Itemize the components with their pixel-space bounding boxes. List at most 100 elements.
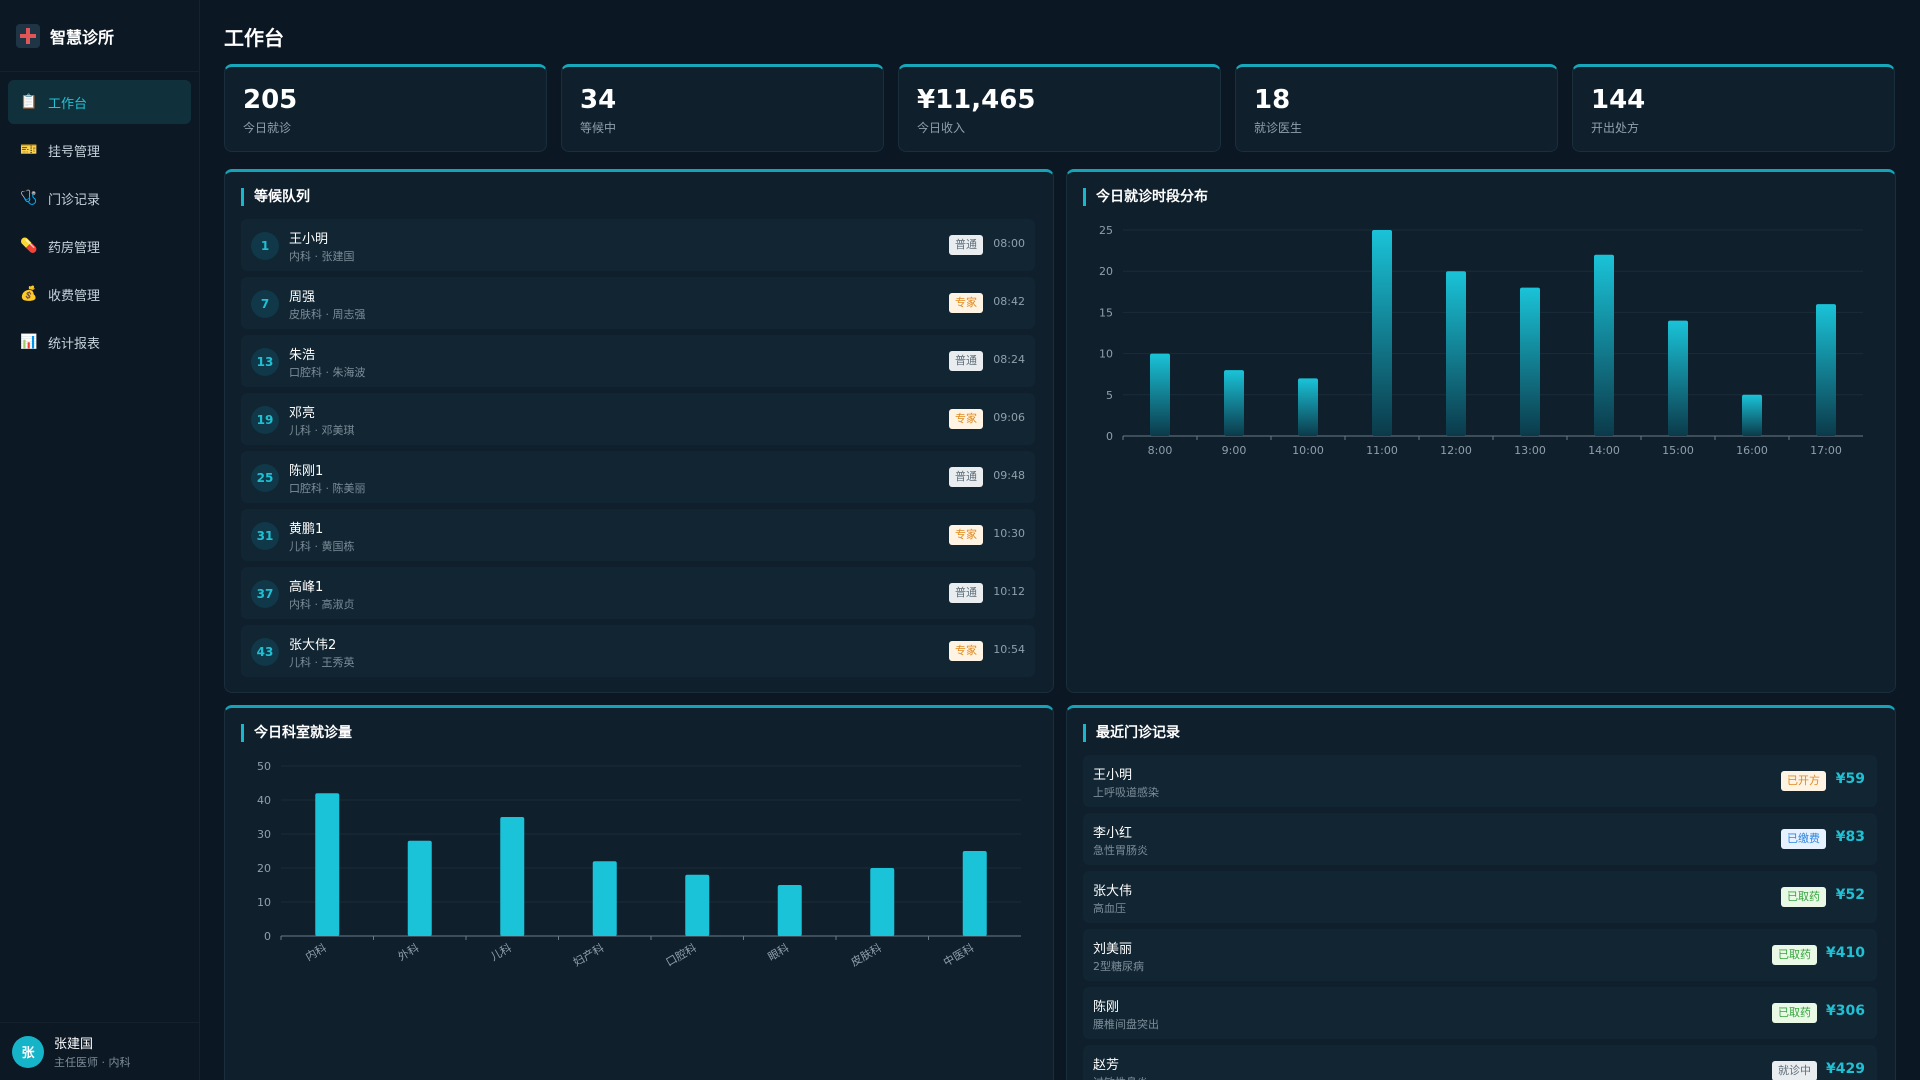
bar: [685, 874, 710, 936]
stat-value: 144: [1591, 85, 1646, 115]
stat-label: 等候中: [580, 121, 617, 135]
bar: [1594, 254, 1614, 436]
y-tick-label: 50: [257, 760, 271, 773]
y-tick-label: 10: [257, 896, 271, 909]
registration-type-badge: 专家: [949, 525, 983, 545]
patient-department-doctor: 口腔科 · 朱海波: [289, 366, 366, 379]
patient-name: 陈刚1: [289, 464, 324, 479]
x-tick-label: 16:00: [1736, 444, 1768, 457]
sidebar-item-outpatient[interactable]: 🩺 门诊记录: [8, 176, 191, 220]
record-row[interactable]: 王小明 上呼吸道感染 已开方 ¥59: [1083, 755, 1877, 807]
patient-department-doctor: 儿科 · 黄国栋: [289, 540, 355, 553]
queue-time: 08:24: [993, 353, 1025, 366]
sidebar-item-billing[interactable]: 💰 收费管理: [8, 272, 191, 316]
bar: [1298, 378, 1318, 436]
record-fee: ¥52: [1835, 887, 1865, 903]
stat-card-waiting: 34 等候中: [561, 64, 884, 152]
x-tick-label: 妇产科: [571, 940, 607, 969]
registration-type-badge: 普通: [949, 235, 983, 255]
stat-card-visits: 205 今日就诊: [224, 64, 547, 152]
registration-type-badge: 专家: [949, 641, 983, 661]
x-tick-label: 13:00: [1514, 444, 1546, 457]
queue-row[interactable]: 13 朱浩 口腔科 · 朱海波 普通 08:24: [241, 335, 1035, 387]
bar: [962, 851, 987, 936]
bar: [777, 885, 802, 936]
queue-row[interactable]: 1 王小明 内科 · 张建国 普通 08:00: [241, 219, 1035, 271]
patient-department-doctor: 口腔科 · 陈美丽: [289, 482, 366, 495]
logo: 智慧诊所: [0, 0, 199, 72]
bar: [870, 868, 895, 936]
patient-name: 李小红: [1093, 826, 1133, 841]
y-tick-label: 5: [1106, 389, 1113, 402]
sidebar-item-pharmacy[interactable]: 💊 药房管理: [8, 224, 191, 268]
patient-name: 刘美丽: [1093, 942, 1133, 957]
queue-time: 09:06: [993, 411, 1025, 424]
patient-department-doctor: 儿科 · 王秀英: [289, 656, 355, 669]
record-row[interactable]: 李小红 急性胃肠炎 已缴费 ¥83: [1083, 813, 1877, 865]
x-tick-label: 14:00: [1588, 444, 1620, 457]
queue-number: 19: [251, 406, 279, 434]
y-tick-label: 10: [1099, 348, 1113, 361]
diagnosis: 上呼吸道感染: [1093, 786, 1159, 799]
user-profile[interactable]: 张 张建国 主任医师 · 内科: [0, 1022, 200, 1080]
queue-row[interactable]: 37 高峰1 内科 · 高淑贞 普通 10:12: [241, 567, 1035, 619]
registration-type-badge: 专家: [949, 293, 983, 313]
stat-value: 205: [243, 85, 298, 115]
y-tick-label: 20: [1099, 265, 1113, 278]
stat-label: 今日收入: [917, 121, 966, 135]
queue-time: 10:54: [993, 643, 1025, 656]
bar: [1742, 394, 1762, 436]
sidebar-item-reports[interactable]: 📊 统计报表: [8, 320, 191, 364]
diagnosis: 腰椎间盘突出: [1093, 1018, 1159, 1031]
y-tick-label: 30: [257, 828, 271, 841]
y-tick-label: 0: [264, 930, 271, 943]
hourly-chart: 0 5 10 15 20 25 8:00 9:00 10:00 11:00 12:00 13:00 14…: [1099, 224, 1863, 457]
queue-row[interactable]: 43 张大伟2 儿科 · 王秀英 专家 10:54: [241, 625, 1035, 677]
avatar: 张: [12, 1035, 44, 1068]
stat-card-doctors: 18 就诊医生: [1235, 64, 1558, 152]
registration-type-badge: 专家: [949, 409, 983, 429]
queue-number: 31: [251, 522, 279, 550]
stat-value: 34: [580, 85, 617, 115]
record-status-badge: 已缴费: [1781, 829, 1826, 849]
patient-name: 赵芳: [1093, 1058, 1120, 1073]
record-fee: ¥306: [1826, 1003, 1865, 1019]
y-tick-label: 15: [1099, 306, 1113, 319]
sidebar: 智慧诊所 📋 工作台 🎫 挂号管理 🩺 门诊记录 💊 药房管理 💰 收费管理 📊…: [0, 0, 200, 1080]
x-tick-label: 口腔科: [663, 940, 699, 969]
diagnosis: 过敏性鼻炎: [1093, 1074, 1148, 1080]
hospital-icon: [16, 23, 40, 48]
record-row[interactable]: 张大伟 高血压 已取药 ¥52: [1083, 871, 1877, 923]
queue-row[interactable]: 19 邓亮 儿科 · 邓美琪 专家 09:06: [241, 393, 1035, 445]
sidebar-item-registration[interactable]: 🎫 挂号管理: [8, 128, 191, 172]
user-name: 张建国: [54, 1037, 94, 1052]
queue-row[interactable]: 25 陈刚1 口腔科 · 陈美丽 普通 09:48: [241, 451, 1035, 503]
queue-time: 08:42: [993, 295, 1025, 308]
bar: [315, 793, 340, 936]
queue-number: 7: [251, 290, 279, 318]
queue-row[interactable]: 7 周强 皮肤科 · 周志强 专家 08:42: [241, 277, 1035, 329]
bar: [407, 840, 432, 936]
patient-name: 陈刚: [1093, 1000, 1120, 1015]
record-row[interactable]: 陈刚 腰椎间盘突出 已取药 ¥306: [1083, 987, 1877, 1039]
diagnosis: 急性胃肠炎: [1093, 844, 1148, 857]
patient-name: 张大伟2: [289, 638, 337, 653]
sidebar-item-label: 药房管理: [48, 240, 101, 256]
record-row[interactable]: 刘美丽 2型糖尿病 已取药 ¥410: [1083, 929, 1877, 981]
patient-department-doctor: 内科 · 高淑贞: [289, 598, 355, 611]
stat-card-prescriptions: 144 开出处方: [1572, 64, 1895, 152]
queue-row[interactable]: 31 黄鹏1 儿科 · 黄国栋 专家 10:30: [241, 509, 1035, 561]
y-tick-label: 0: [1106, 430, 1113, 443]
sidebar-item-label: 统计报表: [48, 336, 101, 352]
x-tick-label: 12:00: [1440, 444, 1472, 457]
stat-value: 18: [1254, 85, 1291, 115]
sidebar-item-label: 挂号管理: [48, 144, 101, 160]
record-status-badge: 已取药: [1781, 887, 1826, 907]
department-chart-panel: 今日科室就诊量 0 10 20 30 40 50 内科 外科 儿科 妇产科 口腔科 眼科 皮肤科 中医科: [224, 705, 1054, 1080]
sidebar-item-workbench[interactable]: 📋 工作台: [8, 80, 191, 124]
patient-name: 邓亮: [289, 406, 316, 421]
hourly-chart-title: 今日就诊时段分布: [1083, 188, 1208, 206]
record-row[interactable]: 赵芳 过敏性鼻炎 就诊中 ¥429: [1083, 1045, 1877, 1080]
bar: [1150, 353, 1170, 436]
user-role: 主任医师 · 内科: [54, 1056, 131, 1069]
